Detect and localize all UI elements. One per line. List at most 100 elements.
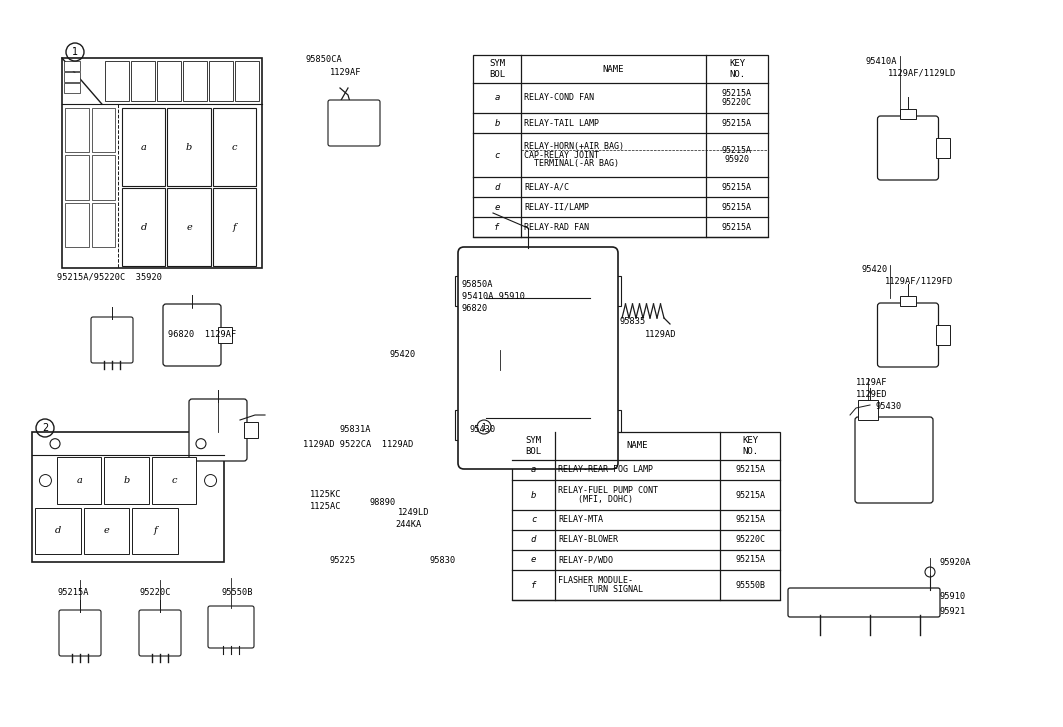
Text: d: d [530,536,536,545]
Bar [57,457,101,504]
Bar [900,109,916,119]
Text: 1125KC: 1125KC [310,490,341,499]
Text: 95835: 95835 [620,317,646,326]
FancyBboxPatch shape [877,303,939,367]
Text: 95420: 95420 [390,350,417,359]
Text: 95850CA: 95850CA [305,55,341,64]
Bar [183,61,207,101]
FancyBboxPatch shape [91,317,133,363]
Text: RELAY-FUEL PUMP CONT: RELAY-FUEL PUMP CONT [558,486,658,495]
Text: 2: 2 [41,423,48,433]
Text: 95830: 95830 [431,556,456,565]
Bar [91,108,115,153]
Text: 95220C: 95220C [722,97,752,107]
Text: 95420: 95420 [862,265,889,274]
Text: 1129AF: 1129AF [856,378,888,387]
Bar [65,203,88,247]
Bar [512,432,780,600]
Text: b: b [123,476,130,485]
Text: 95215A: 95215A [722,182,752,191]
Bar [64,61,80,71]
Text: a: a [530,465,536,475]
Bar [900,296,916,306]
Text: d: d [55,526,62,535]
Text: b: b [186,142,192,152]
Bar [65,156,88,200]
Text: RELAY-TAIL LAMP: RELAY-TAIL LAMP [524,119,598,127]
Text: 1125AC: 1125AC [310,502,341,511]
Text: TURN SIGNAL: TURN SIGNAL [558,585,643,594]
Bar [858,400,878,420]
Text: 1129AF/1129LD: 1129AF/1129LD [888,68,957,77]
Text: c: c [530,515,536,524]
Text: 1129AD: 1129AD [645,330,676,339]
Bar [62,58,261,268]
Text: f: f [530,580,536,590]
Text: 98890: 98890 [370,498,396,507]
Text: 95430: 95430 [875,402,901,411]
FancyBboxPatch shape [877,116,939,180]
Text: RELAY-BLOWER: RELAY-BLOWER [558,536,618,545]
Text: 95850A: 95850A [462,280,493,289]
Text: b: b [530,491,536,499]
Text: 95220C: 95220C [140,588,171,597]
Bar [64,84,80,94]
Text: 95215A: 95215A [722,89,752,98]
Bar [598,410,621,440]
Text: SYM
BOL: SYM BOL [525,436,541,456]
Bar [152,457,197,504]
Text: TERMINAL(-AR BAG): TERMINAL(-AR BAG) [524,159,619,168]
Bar [209,61,233,101]
Text: 95215A: 95215A [722,222,752,231]
Text: d: d [494,182,500,191]
Text: RELAY-P/WDO: RELAY-P/WDO [558,555,613,564]
Text: 95215A: 95215A [735,555,765,564]
Text: (MFI, DOHC): (MFI, DOHC) [558,495,632,504]
FancyBboxPatch shape [328,100,379,146]
Text: 95410A: 95410A [865,57,896,66]
Text: c: c [232,142,237,152]
Text: RELAY-REAR FOG LAMP: RELAY-REAR FOG LAMP [558,465,653,475]
Bar [91,156,115,200]
Bar [455,410,477,440]
Text: 95215A: 95215A [735,515,765,524]
Text: 95215A: 95215A [722,119,752,127]
Text: 1: 1 [72,47,78,57]
FancyBboxPatch shape [189,399,247,461]
Text: CAP-RELAY JOINT: CAP-RELAY JOINT [524,150,598,159]
Text: e: e [530,555,536,564]
Text: 1129ED: 1129ED [856,390,888,399]
Text: 1: 1 [482,422,487,432]
Text: a: a [494,94,500,103]
Text: RELAY-HORN(+AIR BAG): RELAY-HORN(+AIR BAG) [524,142,624,151]
Bar [213,188,256,266]
Text: RELAY-MTA: RELAY-MTA [558,515,603,524]
Bar [244,422,258,438]
Bar [213,108,256,186]
Text: RELAY-II/LAMP: RELAY-II/LAMP [524,203,589,212]
FancyBboxPatch shape [163,304,221,366]
Text: f: f [233,222,236,232]
Text: 1129AF: 1129AF [330,68,361,77]
Text: 95831A: 95831A [340,425,371,434]
Text: 95430: 95430 [470,425,496,434]
Bar [455,276,477,306]
Text: 95215A: 95215A [57,588,88,597]
Text: 96820  1129AF: 96820 1129AF [168,330,236,339]
Text: 95215A: 95215A [735,465,765,475]
Text: 95920: 95920 [725,155,749,164]
Text: 95215A/95220C  35920: 95215A/95220C 35920 [57,272,162,281]
Bar [473,55,767,237]
Text: RELAY-COND FAN: RELAY-COND FAN [524,94,594,103]
Bar [104,457,149,504]
Text: 95921: 95921 [940,607,966,616]
Bar [157,61,181,101]
Text: SYM
BOL: SYM BOL [489,60,505,79]
Text: 1129AD 9522CA  1129AD: 1129AD 9522CA 1129AD [303,440,414,449]
Text: 1129AF/1129FD: 1129AF/1129FD [885,276,954,285]
Text: NAME: NAME [603,65,624,73]
Text: f: f [153,526,157,535]
Bar [91,203,115,247]
Text: 95920A: 95920A [940,558,972,567]
Text: 95215A: 95215A [722,146,752,156]
